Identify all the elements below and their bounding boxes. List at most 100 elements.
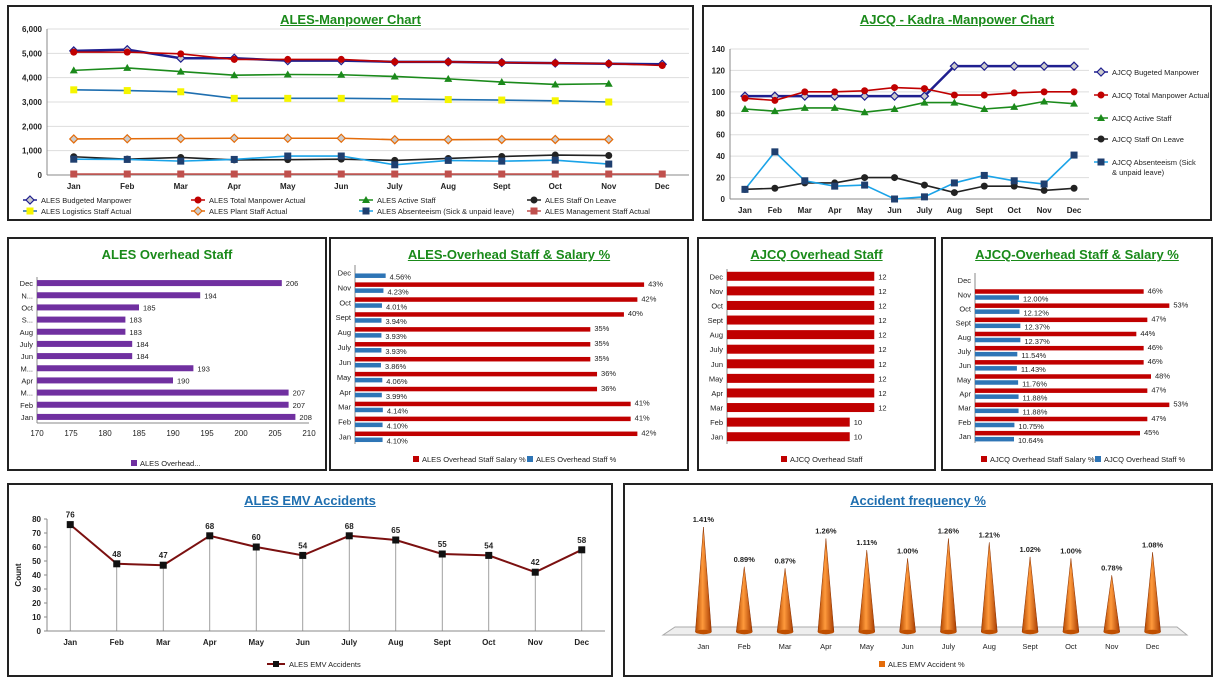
data-point <box>391 170 399 178</box>
data-label: 1.21% <box>979 530 1001 539</box>
cone <box>1021 556 1039 633</box>
bar <box>975 345 1144 351</box>
data-point <box>1039 61 1049 71</box>
x-tick-label: 180 <box>98 429 112 438</box>
y-tick-label: 100 <box>712 88 726 97</box>
bar <box>37 377 173 384</box>
data-label: 12 <box>878 331 886 340</box>
y-tick-label: May <box>957 375 971 384</box>
data-point <box>497 78 506 86</box>
series-line <box>744 176 1075 194</box>
legend-swatch <box>273 661 279 667</box>
data-point <box>122 133 133 144</box>
legend-label: ALES Active Staff <box>377 196 437 205</box>
data-point <box>498 157 506 165</box>
data-label: 183 <box>129 328 142 337</box>
data-point <box>980 182 988 190</box>
bar <box>975 366 1017 371</box>
data-label: 3.86% <box>385 362 407 371</box>
y-tick-label: Mar <box>958 404 971 413</box>
x-tick-label: Mar <box>156 638 170 647</box>
x-tick-label: 175 <box>64 429 78 438</box>
ales-emv-chart: 0 10 20 30 40 50 60 70 80 Count 76 48 47 68 60 54 68 65 55… <box>14 511 605 669</box>
legend-label: AJCQ Active Staff <box>1112 114 1172 123</box>
data-label: 48 <box>112 550 121 559</box>
x-tick-label: Aug <box>388 638 404 647</box>
data-label: 76 <box>66 511 75 520</box>
data-label: 207 <box>293 401 306 410</box>
data-point <box>230 55 238 63</box>
legend-label: & unpaid leave) <box>1112 168 1165 177</box>
x-tick-label: Oct <box>1008 206 1022 215</box>
bar <box>37 353 133 360</box>
data-point <box>123 48 131 56</box>
data-point <box>980 91 988 99</box>
y-tick-label: 60 <box>716 131 725 140</box>
legend-swatch <box>1095 456 1101 462</box>
cone-base <box>777 629 794 635</box>
data-label: 4.14% <box>387 407 409 416</box>
legend-label: ALES Overhead Staff % <box>536 455 617 464</box>
data-point <box>444 96 452 104</box>
data-point <box>920 85 928 93</box>
bar <box>727 300 875 310</box>
data-point <box>831 182 839 190</box>
bar <box>37 304 139 311</box>
cone-base <box>858 629 875 635</box>
data-point <box>362 207 370 215</box>
x-tick-label: Nov <box>1037 206 1053 215</box>
y-tick-label: 80 <box>716 109 725 118</box>
data-point <box>337 170 345 178</box>
y-tick-label: Jan <box>959 432 971 441</box>
data-label: 1.02% <box>1019 545 1041 554</box>
panel-ales-manpower: ALES-Manpower Chart 0 1,000 2,000 3,000 4,00… <box>7 5 694 221</box>
data-point <box>26 207 34 215</box>
bar <box>355 273 386 278</box>
data-point <box>530 196 538 204</box>
bar <box>355 377 383 383</box>
data-label: 11.43% <box>1021 365 1046 374</box>
data-label: 36% <box>601 369 616 378</box>
data-point <box>66 521 74 529</box>
data-point <box>1010 89 1018 97</box>
data-point <box>604 79 613 87</box>
x-tick-label: Oct <box>1065 642 1078 651</box>
y-tick-label: July <box>338 343 352 352</box>
data-label: 12 <box>878 404 886 413</box>
data-point <box>1070 88 1078 96</box>
data-label: 208 <box>299 413 312 422</box>
y-tick-label: Aug <box>958 333 971 342</box>
data-label: 1.00% <box>1060 546 1082 555</box>
data-label: 4.23% <box>387 287 409 296</box>
data-point <box>891 174 899 182</box>
data-label: 12.00% <box>1023 294 1049 303</box>
legend-label: ALES Overhead Staff Salary % <box>422 455 526 464</box>
data-point <box>177 157 185 165</box>
bar <box>37 340 133 347</box>
data-point <box>741 185 749 193</box>
bar <box>37 401 289 408</box>
data-point <box>741 94 749 102</box>
data-label: 12 <box>878 360 886 369</box>
data-point <box>70 170 78 178</box>
x-tick-label: Dec <box>574 638 589 647</box>
data-label: 207 <box>293 389 306 398</box>
data-point <box>949 61 960 71</box>
chart-title: ALES Overhead Staff <box>101 247 233 262</box>
cone <box>695 526 712 633</box>
series-line <box>73 48 663 66</box>
data-label: 206 <box>286 279 299 288</box>
data-label: 41% <box>635 399 650 408</box>
data-point <box>284 170 292 178</box>
data-label: 12 <box>878 374 886 383</box>
chart-title: AJCQ-Overhead Staff & Salary % <box>975 247 1179 262</box>
x-tick-label: Feb <box>120 182 134 191</box>
data-point <box>801 177 809 185</box>
data-point <box>920 193 928 201</box>
series-line <box>69 523 583 574</box>
data-point <box>551 80 560 88</box>
data-label: 36% <box>601 384 616 393</box>
bar <box>355 312 624 317</box>
chart-title: AJCQ - Kadra -Manpower Chart <box>859 12 1055 27</box>
legend-swatch <box>879 661 885 667</box>
